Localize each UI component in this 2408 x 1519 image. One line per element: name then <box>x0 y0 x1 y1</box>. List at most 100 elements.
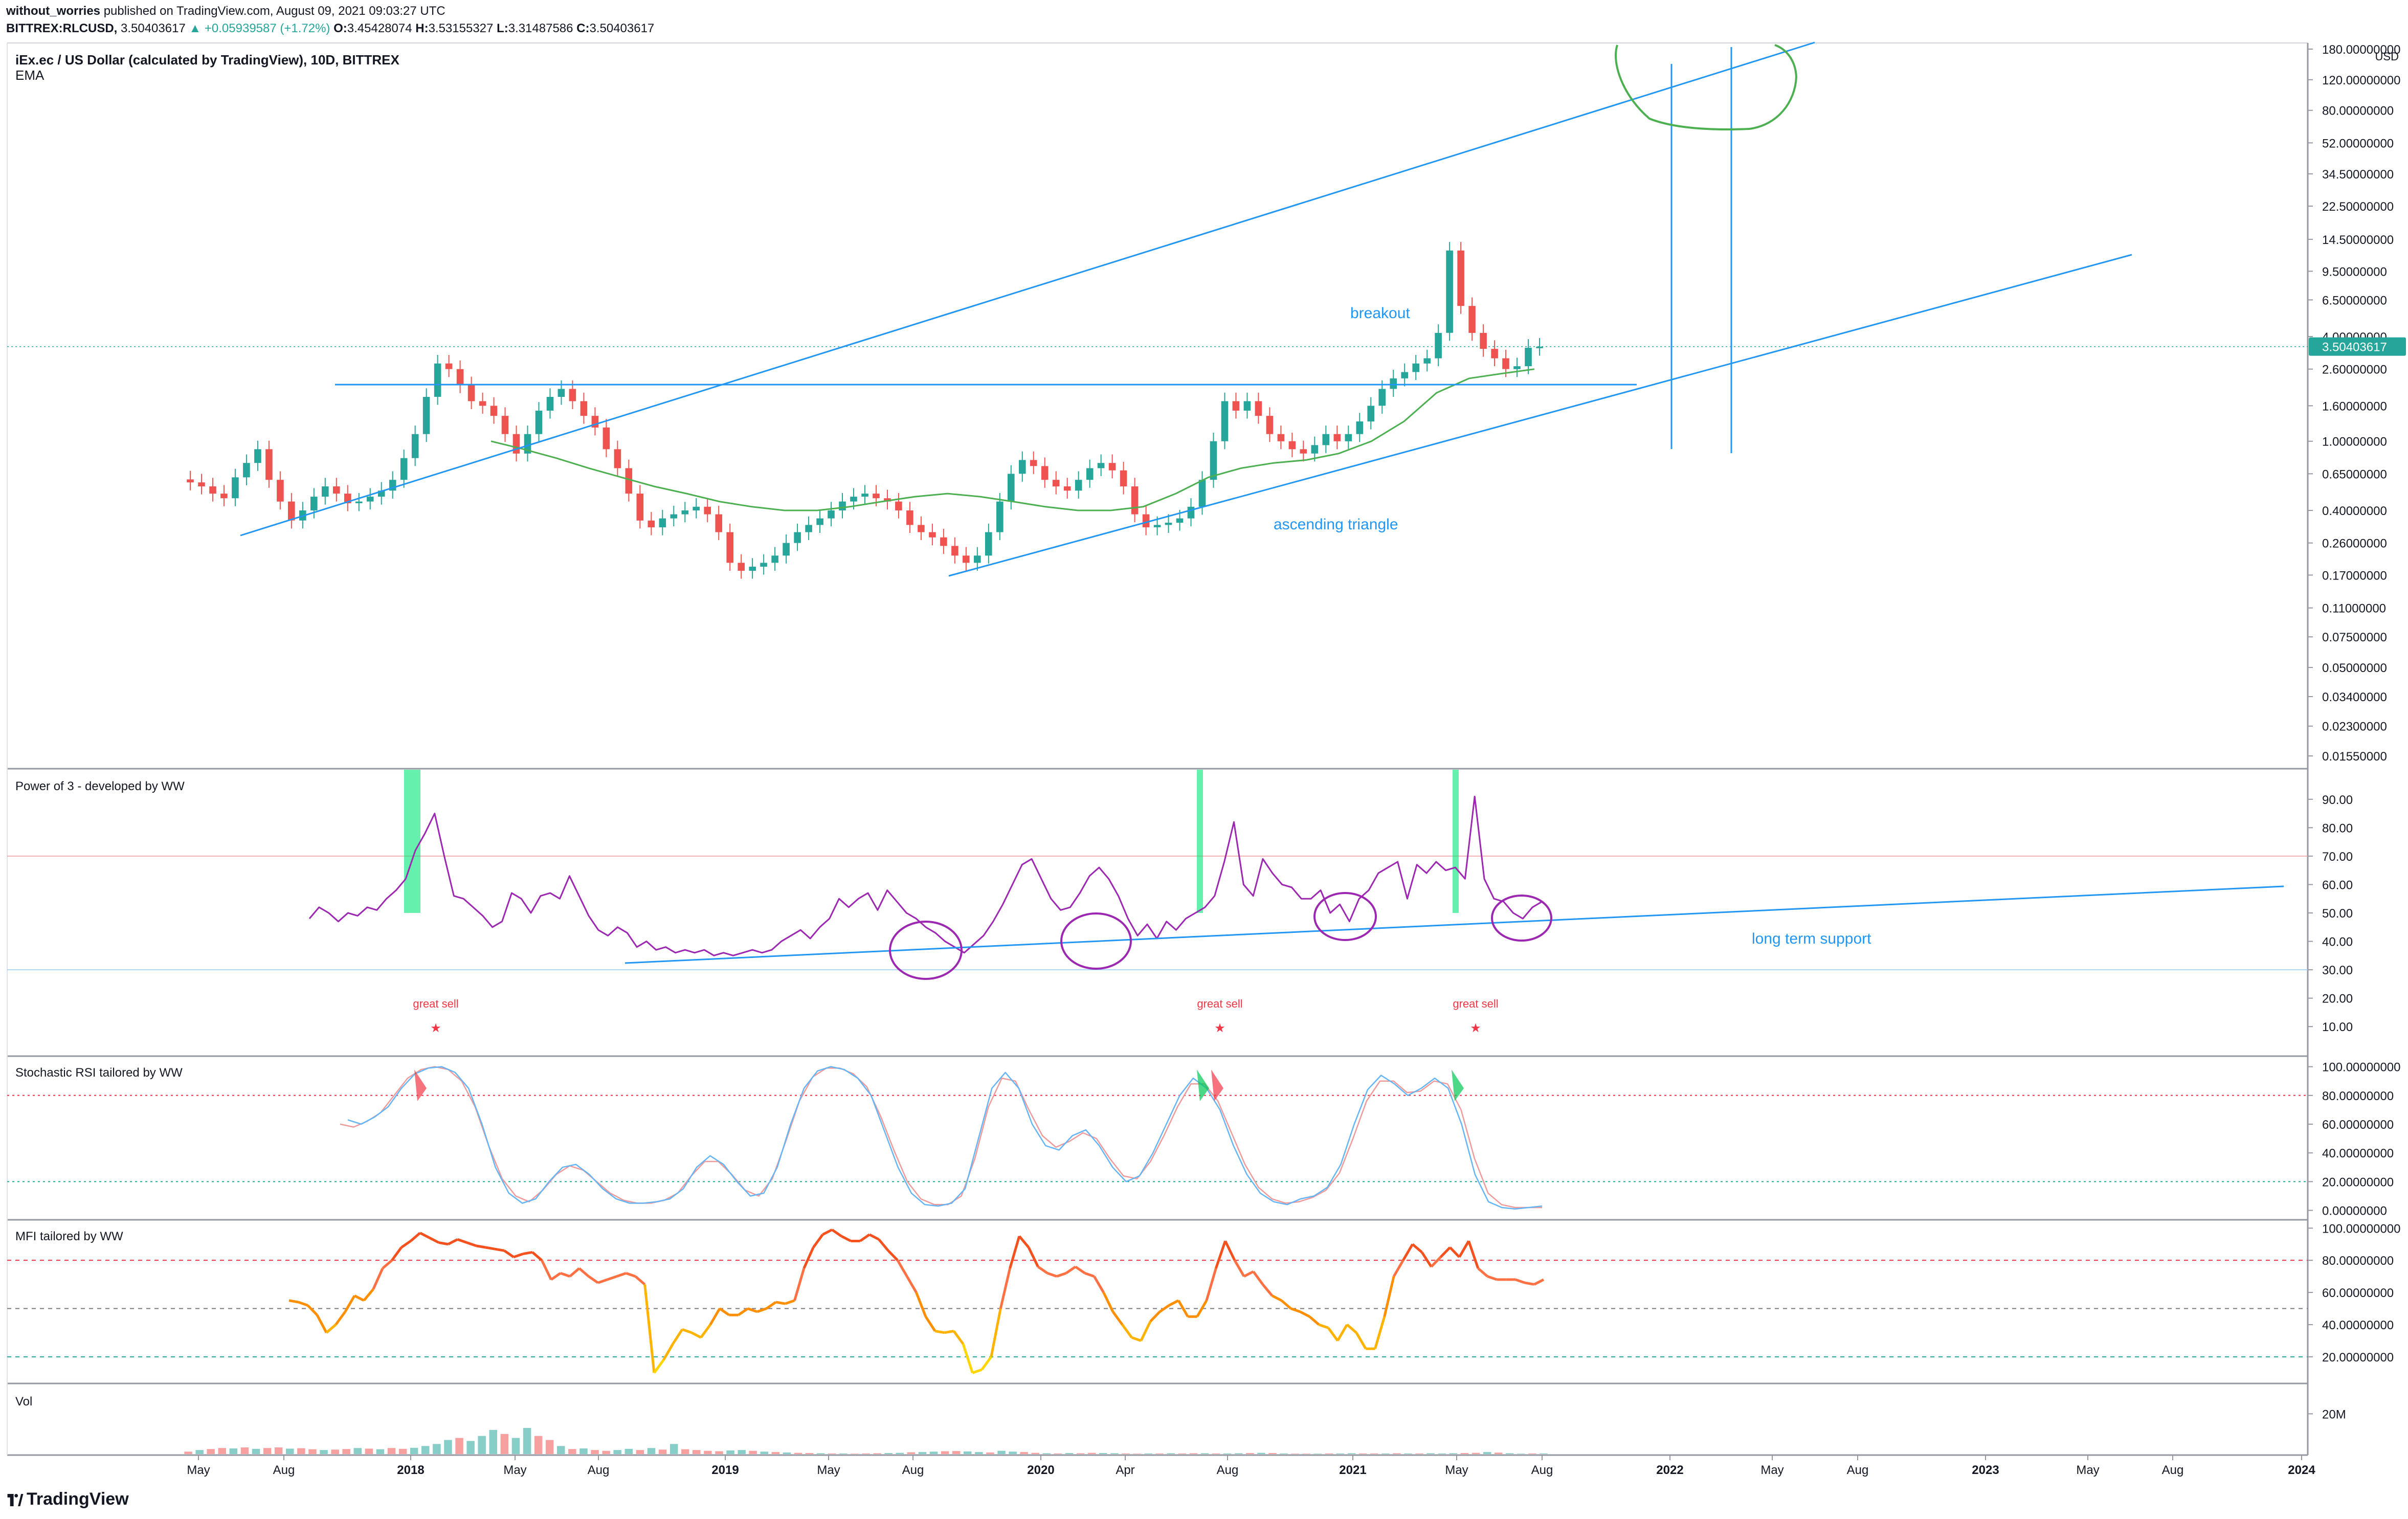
candle-body <box>366 497 374 502</box>
mfi-line-segment <box>382 1259 393 1269</box>
mfi-line-segment <box>1027 1246 1039 1267</box>
price-tick-label: 22.50000000 <box>2322 200 2394 214</box>
volume-bar <box>557 1446 565 1454</box>
power-tick-label: 80.00 <box>2322 821 2353 835</box>
candle-body <box>760 563 767 567</box>
candle-body <box>1311 445 1319 454</box>
publisher-line: without_worries published on TradingView… <box>6 4 445 18</box>
price-tick-label: 14.50000000 <box>2322 233 2394 247</box>
candle-body <box>209 486 216 494</box>
mfi-line-segment <box>1009 1236 1021 1269</box>
candle-body <box>1165 523 1172 525</box>
mfi-line-segment <box>896 1259 908 1277</box>
candle-body <box>805 525 812 532</box>
mfi-line-segment <box>298 1301 308 1307</box>
price-tick-label: 0.07500000 <box>2322 631 2387 644</box>
stoch-tick-label: 0.00000000 <box>2322 1204 2387 1218</box>
candle-body <box>322 486 329 497</box>
support-test-circle <box>1313 892 1377 941</box>
mfi-line-segment <box>906 1276 918 1293</box>
price-tick-label: 2.60000000 <box>2322 363 2387 377</box>
power-tick-label: 50.00 <box>2322 907 2353 921</box>
volume-bar <box>670 1444 678 1454</box>
candle-body <box>456 369 464 386</box>
mfi-line-segment <box>643 1284 656 1373</box>
volume-bar <box>726 1450 734 1454</box>
mfi-line-segment <box>597 1278 608 1284</box>
volume-bar <box>1031 1453 1039 1454</box>
mfi-line-segment <box>878 1238 889 1252</box>
volume-bar <box>331 1449 339 1454</box>
candle-body <box>1019 460 1026 474</box>
volume-bar <box>263 1448 272 1454</box>
low-label: L: <box>497 21 508 35</box>
volume-bar <box>579 1448 588 1454</box>
mfi-line-segment <box>1149 1311 1161 1323</box>
candle-body <box>434 363 441 397</box>
power-of-3-title: Power of 3 - developed by WW <box>15 779 185 793</box>
mfi-line-segment <box>1374 1316 1386 1349</box>
mfi-line-segment <box>448 1238 458 1245</box>
time-tick-label: Aug <box>1217 1463 1239 1477</box>
time-tick-label: Aug <box>1847 1463 1869 1477</box>
symbol-label[interactable]: BITTREX:RLCUSD, <box>6 21 118 35</box>
volume-bar <box>1076 1453 1085 1454</box>
price-tick-label: 0.03400000 <box>2322 690 2387 704</box>
power-tick-label: 30.00 <box>2322 964 2353 977</box>
volume-bar <box>1009 1451 1017 1454</box>
close-value: 3.50403617 <box>589 21 655 35</box>
ema-legend: EMA <box>15 68 44 83</box>
open-label: O: <box>333 21 347 35</box>
candle-body <box>974 555 981 563</box>
candle-body <box>546 397 554 411</box>
mfi-line-segment <box>1383 1276 1395 1317</box>
volume-bar <box>286 1448 294 1454</box>
volume-bar <box>240 1447 249 1454</box>
mfi-line-segment <box>868 1233 880 1241</box>
author-name[interactable]: without_worries <box>6 4 101 18</box>
price-tick-label: 0.02300000 <box>2322 720 2387 734</box>
volume-bar <box>941 1451 949 1454</box>
volume-bar <box>783 1452 791 1454</box>
tradingview-logo[interactable]: TradingView <box>7 1489 129 1509</box>
price-tick-label: 0.40000000 <box>2322 504 2387 518</box>
volume-bar <box>1494 1453 1503 1454</box>
volume-bar <box>1460 1453 1469 1454</box>
volume-bar <box>433 1444 441 1454</box>
mfi-tick-label: 100.00000000 <box>2322 1222 2401 1236</box>
candle-body <box>232 477 239 499</box>
mfi-line-segment <box>887 1249 899 1261</box>
mfi-line-segment <box>1280 1299 1292 1310</box>
volume-bar <box>873 1453 881 1454</box>
stoch-tick-label: 40.00000000 <box>2322 1147 2394 1160</box>
mfi-line-segment <box>1318 1323 1329 1329</box>
time-tick-label: Aug <box>273 1463 295 1477</box>
high-value: 3.53155327 <box>428 21 494 35</box>
mfi-line-segment <box>1336 1324 1348 1342</box>
mfi-line-segment <box>822 1228 833 1236</box>
power-tick-label: 90.00 <box>2322 793 2353 807</box>
mfi-line-segment <box>578 1267 590 1278</box>
volume-bar <box>195 1450 204 1454</box>
mfi-line-segment <box>1449 1246 1461 1258</box>
mfi-line-segment <box>541 1260 552 1280</box>
mfi-line-segment <box>1402 1243 1414 1261</box>
price-tick-label: 180.00000000 <box>2322 43 2401 57</box>
power-tick-label: 40.00 <box>2322 935 2353 949</box>
candle-body <box>445 363 453 369</box>
candle-body <box>1131 486 1139 515</box>
candle-body <box>1480 332 1487 349</box>
high-label: H: <box>415 21 429 35</box>
candle-body <box>1390 378 1397 389</box>
ema-line <box>490 368 1535 511</box>
candle-body <box>400 458 408 480</box>
price-tick-label: 0.11000000 <box>2322 602 2386 616</box>
mfi-line-segment <box>962 1343 974 1374</box>
mfi-line-segment <box>1467 1240 1480 1269</box>
volume-bar <box>681 1449 689 1454</box>
mfi-line-segment <box>457 1238 467 1244</box>
great-sell-annotation: great sell <box>1453 997 1498 1010</box>
volume-bar <box>602 1450 610 1454</box>
volume-bar <box>274 1447 283 1454</box>
